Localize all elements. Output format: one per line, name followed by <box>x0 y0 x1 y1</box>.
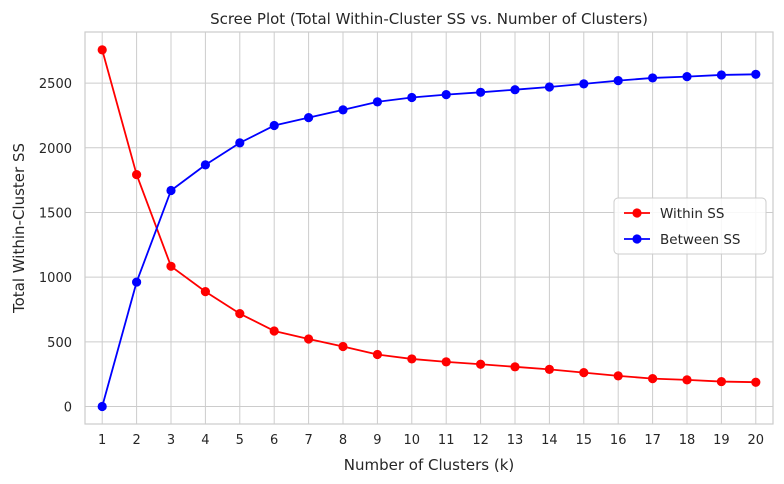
within-ss-point <box>476 359 486 369</box>
within-ss-point <box>751 377 761 387</box>
within-ss-point <box>235 309 245 319</box>
between-ss-point <box>269 120 279 131</box>
within-ss-point <box>269 326 279 336</box>
between-ss-point <box>544 82 555 92</box>
x-axis-label: Number of Clusters (k) <box>344 456 514 474</box>
within-ss-point <box>97 45 107 55</box>
y-tick-label: 2500 <box>39 77 72 92</box>
x-tick-label: 11 <box>438 433 455 448</box>
within-ss-point <box>682 375 692 385</box>
within-ss-point <box>132 169 142 180</box>
between-ss-point <box>407 92 417 103</box>
y-tick-label: 1000 <box>39 271 72 286</box>
y-tick-label: 500 <box>47 336 72 351</box>
x-tick-label: 16 <box>610 433 627 448</box>
within-ss-point <box>200 287 210 297</box>
between-ss-point <box>613 76 623 86</box>
y-axis-label: Total Within-Cluster SS <box>10 143 28 314</box>
x-tick-label: 8 <box>339 433 347 448</box>
x-tick-label: 6 <box>270 433 278 448</box>
between-ss-point <box>97 401 107 412</box>
x-tick-label: 13 <box>507 433 524 448</box>
within-ss-point <box>544 364 555 375</box>
legend-box <box>613 197 767 255</box>
between-ss-point <box>476 87 486 97</box>
chart-title: Scree Plot (Total Within-Cluster SS vs. … <box>210 10 648 28</box>
within-ss-point <box>579 368 589 378</box>
legend: Within SS Between SS <box>613 197 767 255</box>
between-ss-point <box>751 69 761 79</box>
axes-frame <box>84 31 774 425</box>
within-ss-line <box>101 49 756 384</box>
between-ss-point <box>166 185 176 196</box>
x-tick-label: 18 <box>679 433 696 448</box>
legend-between-marker <box>632 234 642 244</box>
between-ss-point <box>648 73 658 83</box>
between-ss-point <box>579 79 589 89</box>
legend-within-marker <box>632 208 642 218</box>
within-ss-point <box>304 334 314 344</box>
x-tick-label: 7 <box>304 433 312 448</box>
x-tick-label: 14 <box>541 433 558 448</box>
x-tick-label: 3 <box>167 433 175 448</box>
y-tick-label: 0 <box>64 401 72 416</box>
between-ss-point <box>682 72 692 82</box>
series-layer <box>97 45 761 412</box>
x-tick-label: 9 <box>373 433 381 448</box>
between-ss-point <box>200 160 210 170</box>
x-tick-label: 4 <box>201 433 209 448</box>
within-ss-point <box>166 261 176 271</box>
x-tick-label: 1 <box>98 433 106 448</box>
between-ss-point <box>304 113 314 123</box>
legend-within-label: Within SS <box>660 206 724 222</box>
y-tick-label: 1500 <box>39 206 72 221</box>
between-ss-point <box>338 105 348 115</box>
x-tick-label: 5 <box>236 433 244 448</box>
x-tick-label: 12 <box>472 433 489 448</box>
between-ss-point <box>235 138 245 148</box>
between-ss-point <box>372 97 382 107</box>
within-ss-point <box>716 376 727 387</box>
between-ss-line <box>101 73 756 407</box>
within-ss-point <box>372 349 382 360</box>
within-ss-point <box>510 362 520 372</box>
plot-frame <box>84 31 774 425</box>
within-ss-point <box>407 354 417 364</box>
x-tick-label: 19 <box>713 433 730 448</box>
within-ss-point <box>648 373 658 384</box>
within-ss-point <box>441 357 451 367</box>
between-ss-point <box>441 90 451 100</box>
x-tick-label: 20 <box>748 433 765 448</box>
between-ss-point <box>716 70 727 80</box>
within-ss-point <box>338 341 348 352</box>
between-ss-point <box>132 277 142 287</box>
x-tick-label: 10 <box>404 433 421 448</box>
legend-between-label: Between SS <box>660 232 741 248</box>
x-tick-label: 17 <box>644 433 661 448</box>
between-ss-point <box>510 85 520 95</box>
y-tick-label: 2000 <box>39 142 72 157</box>
tick-labels: 1 2 3 4 5 6 7 8 9 10 11 12 13 14 15 16 17 18 19 20050010001… <box>39 77 764 448</box>
x-tick-label: 2 <box>132 433 140 448</box>
x-tick-label: 15 <box>576 433 593 448</box>
within-ss-point <box>613 371 623 381</box>
